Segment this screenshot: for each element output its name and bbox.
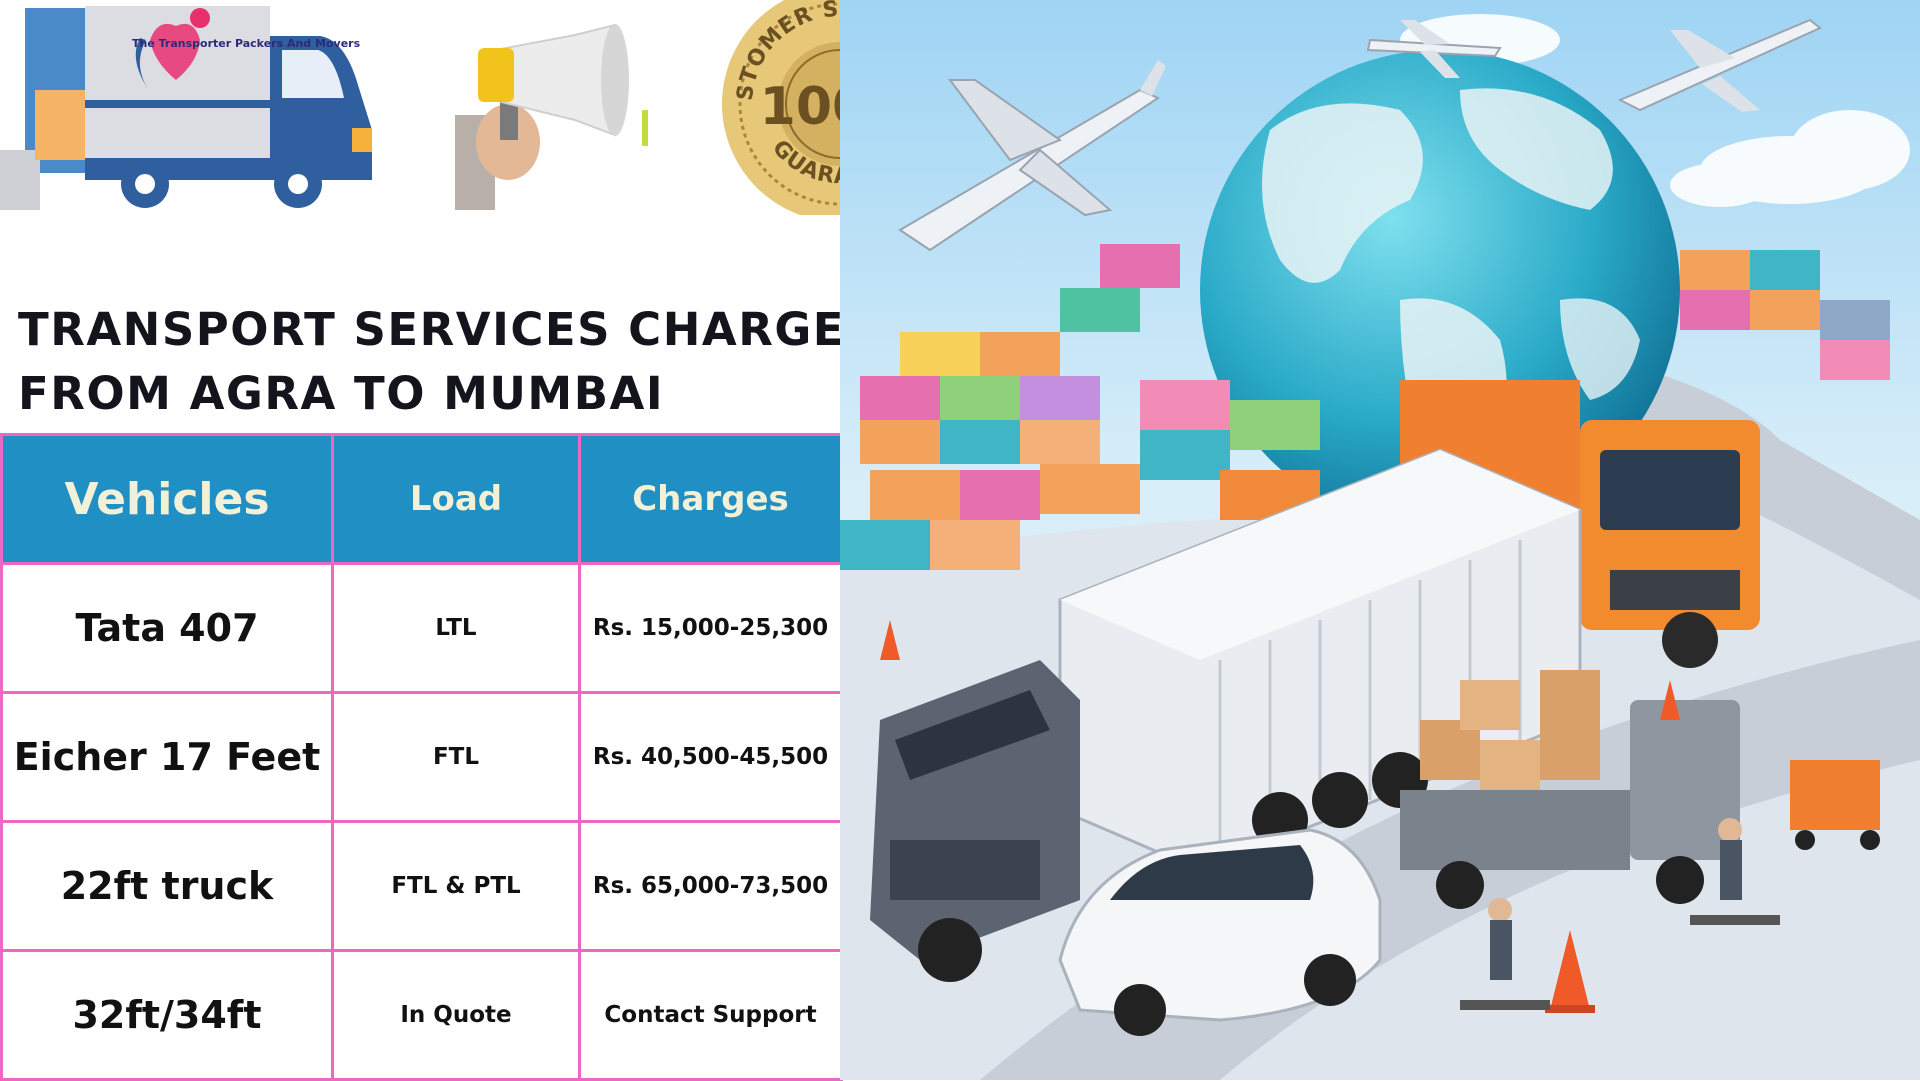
left-panel: The Transporter Packers And Movers CUSTO…: [0, 0, 879, 1081]
vehicle-cell: Eicher 17 Feet: [0, 691, 334, 823]
table-row: 32ft/34ft In Quote Contact Support: [0, 949, 843, 1081]
charges-cell: Rs. 15,000-25,300: [578, 562, 843, 694]
charges-cell: Rs. 40,500-45,500: [578, 691, 843, 823]
containers-stack: [1680, 250, 1890, 380]
header-load: Load: [331, 433, 581, 565]
logistics-illustration: [840, 0, 1920, 1080]
badge-center-text: 100%: [760, 77, 840, 137]
traffic-cone-icon: [880, 620, 1680, 1013]
containers-stack: [840, 244, 1320, 570]
airplane-icon: [898, 60, 1166, 252]
charges-cell: Contact Support: [578, 949, 843, 1081]
car-icon: [1058, 828, 1382, 1036]
header-charges: Charges: [578, 433, 843, 565]
illustration-svg: [840, 0, 1920, 1080]
title-line-2: FROM AGRA TO MUMBAI: [18, 367, 665, 420]
load-cell: FTL & PTL: [331, 820, 581, 952]
title-line-1: TRANSPORT SERVICES CHARGES: [18, 303, 879, 356]
airplane-icon: [1617, 18, 1822, 112]
vehicle-cell: Tata 407: [0, 562, 334, 694]
header-vehicles: Vehicles: [0, 433, 334, 565]
page-title: TRANSPORT SERVICES CHARGES FROM AGRA TO …: [18, 298, 879, 426]
table-header-row: Vehicles Load Charges: [0, 433, 843, 565]
truck-logo-icon: [0, 6, 372, 210]
logo-text: The Transporter Packers And Movers: [132, 37, 361, 50]
table-row: Tata 407 LTL Rs. 15,000-25,300: [0, 562, 843, 694]
cart-icon: [1790, 760, 1880, 850]
icons-strip: The Transporter Packers And Movers CUSTO…: [0, 0, 840, 215]
vehicle-cell: 32ft/34ft: [0, 949, 334, 1081]
megaphone-icon: [455, 23, 648, 210]
load-cell: LTL: [331, 562, 581, 694]
table-row: Eicher 17 Feet FTL Rs. 40,500-45,500: [0, 691, 843, 823]
airplane-icon: [1366, 20, 1502, 78]
load-cell: In Quote: [331, 949, 581, 1081]
charges-cell: Rs. 65,000-73,500: [578, 820, 843, 952]
vehicle-cell: 22ft truck: [0, 820, 334, 952]
charges-table: Vehicles Load Charges Tata 407 LTL Rs. 1…: [0, 433, 843, 1081]
worker-icon: [1460, 818, 1780, 1010]
table-row: 22ft truck FTL & PTL Rs. 65,000-73,500: [0, 820, 843, 952]
load-cell: FTL: [331, 691, 581, 823]
delivery-truck-icon: [1400, 670, 1740, 909]
